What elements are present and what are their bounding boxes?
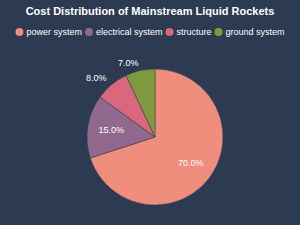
legend-item: electrical system bbox=[85, 27, 163, 37]
data-label: 15.0% bbox=[99, 125, 125, 135]
background bbox=[0, 0, 300, 225]
title: Cost Distribution of Mainstream Liquid R… bbox=[26, 5, 275, 17]
legend-item: power system bbox=[15, 27, 82, 37]
chart: Cost Distribution of Mainstream Liquid R… bbox=[0, 0, 300, 225]
data-label: 70.0% bbox=[178, 158, 204, 168]
pie bbox=[87, 69, 223, 205]
legend: power system electrical system structure gr… bbox=[15, 27, 284, 37]
legend-marker bbox=[15, 28, 23, 36]
legend-marker bbox=[166, 28, 174, 36]
data-labels: 70.0% 15.0% 8.0% 7.0% bbox=[86, 58, 203, 168]
legend-label: ground system bbox=[226, 27, 285, 37]
legend-label: structure bbox=[177, 27, 212, 37]
slice bbox=[126, 69, 155, 137]
legend-marker bbox=[85, 28, 93, 36]
legend-label: electrical system bbox=[96, 27, 163, 37]
data-label: 8.0% bbox=[86, 73, 107, 83]
data-label: 7.0% bbox=[118, 58, 139, 68]
legend-item: ground system bbox=[215, 27, 285, 37]
legend-item: structure bbox=[166, 27, 212, 37]
legend-marker bbox=[215, 28, 223, 36]
legend-label: power system bbox=[26, 27, 82, 37]
